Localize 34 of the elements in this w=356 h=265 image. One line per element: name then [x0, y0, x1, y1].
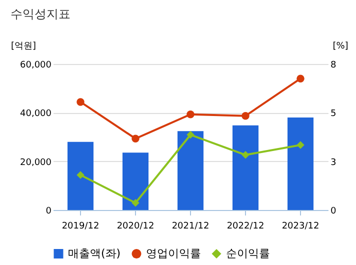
- x-tick-label: 2023/12: [282, 222, 320, 232]
- y2-axis-title: [%]: [332, 42, 348, 52]
- point: [76, 171, 84, 179]
- bar: [68, 142, 94, 210]
- x-tick-label: 2021/12: [172, 222, 210, 232]
- bar: [288, 118, 314, 210]
- y-tick-label: 20,000: [20, 158, 52, 168]
- point: [296, 74, 304, 82]
- x-tick-label: 2019/12: [62, 222, 100, 232]
- legend-label: 영업이익률: [146, 246, 201, 260]
- point: [296, 141, 304, 149]
- legend-label: 매출액(좌): [68, 246, 121, 260]
- point: [186, 110, 194, 118]
- y2-tick-label: 5: [330, 109, 336, 120]
- point: [76, 98, 84, 106]
- y2-tick-label: 3: [330, 158, 336, 168]
- point: [132, 134, 140, 143]
- point: [186, 130, 194, 139]
- point: [242, 151, 250, 159]
- y2-tick-label: 8: [330, 60, 336, 70]
- point: [242, 112, 250, 120]
- x-tick-label: 2020/12: [116, 222, 154, 232]
- x-tick-label: 2022/12: [226, 222, 264, 232]
- chart-title: 수익성지표: [10, 7, 70, 21]
- bar: [178, 131, 204, 210]
- bar: [122, 152, 148, 210]
- y2-tick-label: 0: [330, 206, 336, 216]
- y-axis-title: [억원]: [10, 42, 36, 52]
- y-tick-label: 0: [46, 206, 52, 216]
- y-tick-label: 60,000: [20, 60, 52, 70]
- point: [132, 199, 140, 207]
- y-tick-label: 40,000: [20, 109, 52, 120]
- bar: [232, 125, 258, 210]
- legend-label: 순이익률: [226, 246, 270, 260]
